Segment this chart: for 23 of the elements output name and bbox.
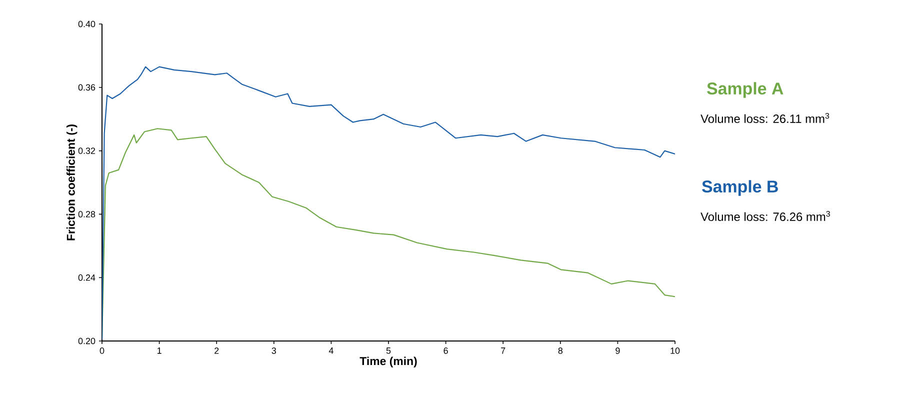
x-tick-label: 6 [444, 348, 448, 354]
x-tick-label: 4 [328, 348, 334, 354]
x-tick-label: 3 [272, 348, 276, 354]
x-tick-label: 5 [386, 348, 391, 354]
x-tick-label: 7 [501, 348, 506, 354]
x-tick-label: 8 [558, 348, 563, 354]
y-tick-label: 0.28 [78, 211, 96, 218]
x-tick-label: 10 [670, 348, 680, 354]
text: Sample A [707, 82, 784, 98]
text: Volume loss: 26.11 mm$^{3}$ [700, 112, 830, 123]
text: Sample B [702, 180, 778, 196]
y-tick-label: 0.20 [78, 338, 96, 344]
x-tick-label: 1 [157, 348, 162, 354]
y-tick-label: 0.40 [78, 20, 96, 28]
x-tick-label: 2 [214, 348, 219, 354]
y-tick-label: 0.36 [78, 84, 96, 91]
x-tick-label: 9 [616, 348, 620, 354]
y-tick-label: 0.24 [78, 274, 96, 281]
x-tick-label: 0 [100, 348, 104, 354]
text: Volume loss: 76.26 mm$^{3}$ [700, 210, 830, 221]
x-axis-title: Time (min) [360, 356, 417, 368]
y-axis-title: Friction coefficient (-) [66, 124, 78, 240]
y-tick-label: 0.32 [78, 148, 96, 154]
